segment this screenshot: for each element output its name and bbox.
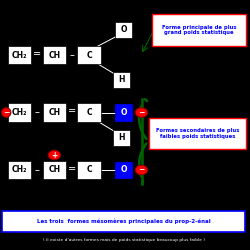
FancyBboxPatch shape [115, 22, 132, 38]
Text: −: − [3, 108, 9, 117]
FancyBboxPatch shape [77, 161, 100, 179]
FancyBboxPatch shape [8, 46, 32, 64]
Text: O: O [120, 166, 127, 174]
FancyBboxPatch shape [43, 161, 66, 179]
FancyBboxPatch shape [112, 130, 130, 146]
FancyBboxPatch shape [43, 46, 66, 64]
Text: CH₂: CH₂ [12, 108, 28, 117]
Text: =: = [68, 164, 76, 174]
FancyBboxPatch shape [150, 118, 246, 149]
Text: CH: CH [48, 108, 60, 117]
Text: C: C [86, 166, 92, 174]
Text: CH₂: CH₂ [12, 50, 28, 59]
FancyBboxPatch shape [77, 103, 100, 122]
Text: +: + [51, 150, 58, 160]
FancyBboxPatch shape [8, 103, 32, 122]
Text: C: C [86, 50, 92, 59]
Text: CH: CH [48, 166, 60, 174]
FancyBboxPatch shape [115, 104, 132, 120]
Text: =: = [33, 49, 41, 59]
Text: ( il existe d'autres formes mais de poids statistique beaucoup plus faible ): ( il existe d'autres formes mais de poid… [42, 238, 204, 242]
Text: H: H [118, 76, 124, 84]
Ellipse shape [48, 150, 60, 160]
Ellipse shape [135, 108, 147, 117]
Text: –: – [34, 165, 40, 175]
Text: O: O [120, 26, 127, 35]
Text: Forme principale de plus
grand poids statistique: Forme principale de plus grand poids sta… [162, 24, 236, 36]
FancyBboxPatch shape [8, 161, 32, 179]
Text: Formes secondaires de plus
faibles poids statistiques: Formes secondaires de plus faibles poids… [156, 128, 239, 139]
FancyBboxPatch shape [112, 72, 130, 88]
FancyBboxPatch shape [115, 162, 132, 178]
Text: –: – [34, 108, 40, 118]
FancyBboxPatch shape [2, 211, 245, 232]
Text: CH: CH [48, 50, 60, 59]
Text: CH₂: CH₂ [12, 166, 28, 174]
Text: C: C [86, 108, 92, 117]
Text: −: − [138, 108, 145, 117]
FancyBboxPatch shape [43, 103, 66, 122]
FancyBboxPatch shape [77, 46, 100, 64]
Text: −: − [138, 166, 145, 174]
Text: H: H [118, 133, 124, 142]
Text: =: = [68, 106, 76, 116]
Text: Les trois  formes mésomères principales du prop-2-énal: Les trois formes mésomères principales d… [37, 218, 210, 224]
Ellipse shape [135, 165, 147, 175]
Text: O: O [120, 108, 127, 117]
Text: –: – [69, 50, 74, 60]
FancyBboxPatch shape [152, 14, 246, 46]
Ellipse shape [2, 108, 11, 117]
